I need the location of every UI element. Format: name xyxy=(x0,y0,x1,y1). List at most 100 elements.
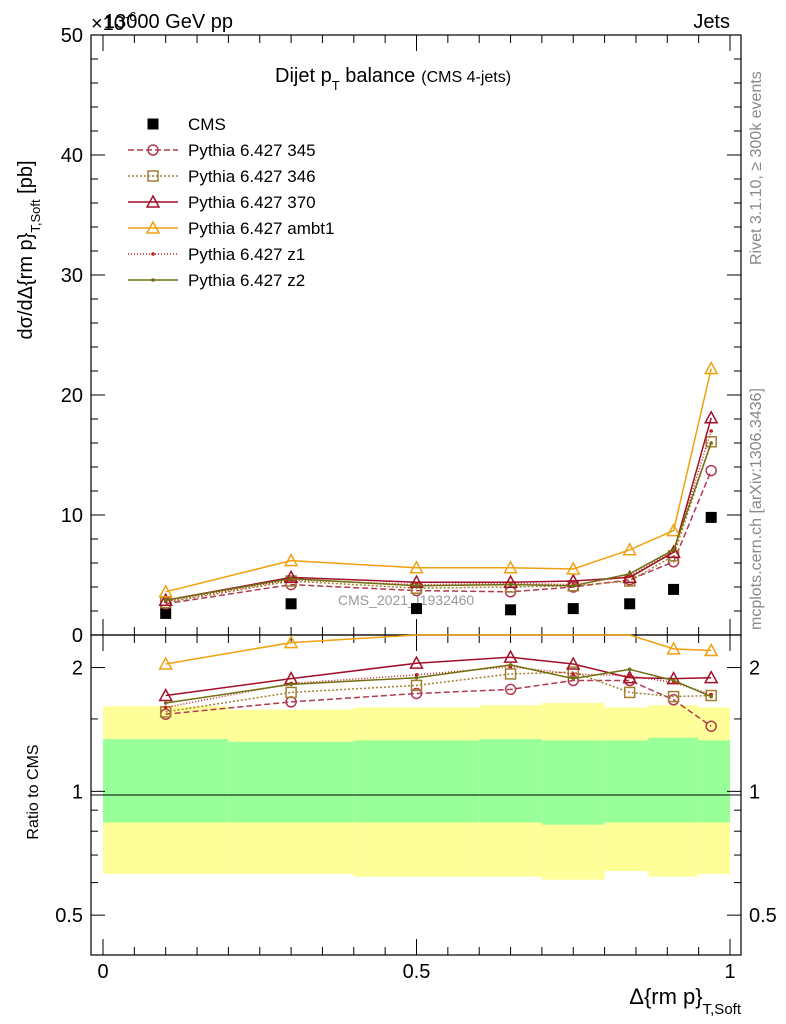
legend-marker xyxy=(151,252,155,256)
data-point xyxy=(410,687,423,700)
data-point xyxy=(709,429,713,433)
series-cms xyxy=(160,511,717,619)
data-point xyxy=(411,603,422,615)
rivet-version-label: Rivet 3.1.10, ≥ 300k events xyxy=(748,71,765,265)
data-point xyxy=(627,673,632,678)
main-y-tick-label: 50 xyxy=(61,25,83,47)
data-point xyxy=(289,576,293,581)
data-point xyxy=(414,584,419,588)
main-y-tick-label: 40 xyxy=(61,145,83,167)
data-point xyxy=(163,705,168,710)
main-y-tick-label: 10 xyxy=(61,505,83,527)
x-axis-ticks: 0 0.5 1 xyxy=(97,35,736,983)
data-point xyxy=(508,663,513,667)
data-point xyxy=(504,668,517,680)
series-pythia-6-427-z2 xyxy=(163,441,713,602)
mcplots-label: mcplots.cern.ch [arXiv:1306.3436] xyxy=(748,388,765,630)
main-y-axis-label: dσ/dΔ{rm p}T,Soft [pb] xyxy=(15,160,43,339)
ratio-y-tick-label: 2 xyxy=(72,658,83,680)
legend-item: CMS xyxy=(147,115,226,134)
green-band-segment xyxy=(103,739,229,823)
data-point xyxy=(283,569,299,584)
data-point xyxy=(705,464,717,477)
multiplier-label: ×10-6 xyxy=(91,9,137,35)
legend-item: Pythia 6.427 ambt1 xyxy=(128,219,334,238)
ratio-y-tick-label-right: 0.5 xyxy=(749,905,777,927)
main-y-ticks: 0 10 20 30 40 50 xyxy=(61,25,741,647)
legend-item: Pythia 6.427 346 xyxy=(128,167,316,186)
data-point xyxy=(627,667,632,672)
ratio-y-ticks: 0.5 0.5 1 1 2 2 xyxy=(55,658,777,928)
data-point xyxy=(163,701,168,705)
data-point xyxy=(283,553,299,567)
data-point xyxy=(508,582,513,587)
series-line xyxy=(165,441,712,604)
data-point xyxy=(410,679,423,692)
ratio-y-axis-label: Ratio to CMS xyxy=(25,744,42,839)
main-y-tick-label: 20 xyxy=(61,385,83,407)
legend-item: Pythia 6.427 z1 xyxy=(128,245,305,264)
data-point xyxy=(409,560,424,574)
data-point xyxy=(705,436,717,448)
analysis-watermark: CMS_2021_I1932460 xyxy=(338,592,474,608)
legend: CMS Pythia 6.427 345 Pythia 6.427 346 Pythi… xyxy=(128,115,334,290)
legend-label: Pythia 6.427 ambt1 xyxy=(188,219,334,238)
main-y-tick-label: 0 xyxy=(72,625,83,647)
green-band-segment xyxy=(479,739,542,823)
legend-marker xyxy=(147,170,159,182)
legend-label: Pythia 6.427 345 xyxy=(188,141,316,160)
data-point xyxy=(709,441,713,445)
legend-item: Pythia 6.427 345 xyxy=(128,141,316,160)
legend-label: Pythia 6.427 z2 xyxy=(188,271,305,290)
data-point xyxy=(709,694,713,699)
data-point xyxy=(571,672,576,676)
legend-label: CMS xyxy=(188,115,226,134)
data-point xyxy=(503,649,518,663)
legend-marker xyxy=(145,194,161,208)
data-point xyxy=(163,598,168,602)
data-point xyxy=(671,678,676,683)
legend-label: Pythia 6.427 346 xyxy=(188,167,316,186)
series-line xyxy=(165,417,712,601)
data-point xyxy=(668,583,680,595)
green-band-segment xyxy=(698,740,730,823)
legend-marker xyxy=(147,144,159,156)
green-band-segment xyxy=(604,740,649,823)
data-point xyxy=(623,686,636,699)
data-point xyxy=(503,560,518,574)
data-point xyxy=(409,655,424,669)
data-point xyxy=(289,682,293,687)
green-band-segment xyxy=(228,741,354,823)
series-line xyxy=(165,634,712,665)
data-point xyxy=(667,690,680,703)
data-point xyxy=(666,641,681,655)
series-pythia-6-427-z1 xyxy=(163,429,713,604)
x-tick-label: 0 xyxy=(97,961,108,983)
legend-marker xyxy=(147,118,159,130)
data-point xyxy=(627,572,632,576)
x-axis-label: Δ{rm p}T,Soft xyxy=(629,984,742,1018)
data-point xyxy=(565,656,581,670)
ratio-uncertainty-bands xyxy=(103,703,730,880)
data-point xyxy=(158,656,173,670)
legend-marker xyxy=(145,220,161,234)
data-point xyxy=(666,523,681,537)
x-tick-label: 0.5 xyxy=(403,961,431,983)
ratio-y-tick-label-right: 2 xyxy=(749,658,760,680)
series-line xyxy=(165,470,712,605)
series-line xyxy=(165,442,712,601)
legend-label: Pythia 6.427 370 xyxy=(188,193,316,212)
ratio-y-tick-label-right: 1 xyxy=(749,781,760,803)
chart-title: Dijet pT balance (CMS 4-jets) xyxy=(275,65,511,93)
data-point xyxy=(622,670,637,684)
data-point xyxy=(703,410,719,424)
green-band-segment xyxy=(648,737,699,823)
data-point xyxy=(158,687,173,702)
series-line xyxy=(165,679,712,727)
data-point xyxy=(285,686,297,699)
series-pythia-6-427-ambt1 xyxy=(158,361,719,598)
ratio-series-group xyxy=(158,634,719,732)
data-point xyxy=(571,584,576,588)
data-point xyxy=(705,720,717,732)
